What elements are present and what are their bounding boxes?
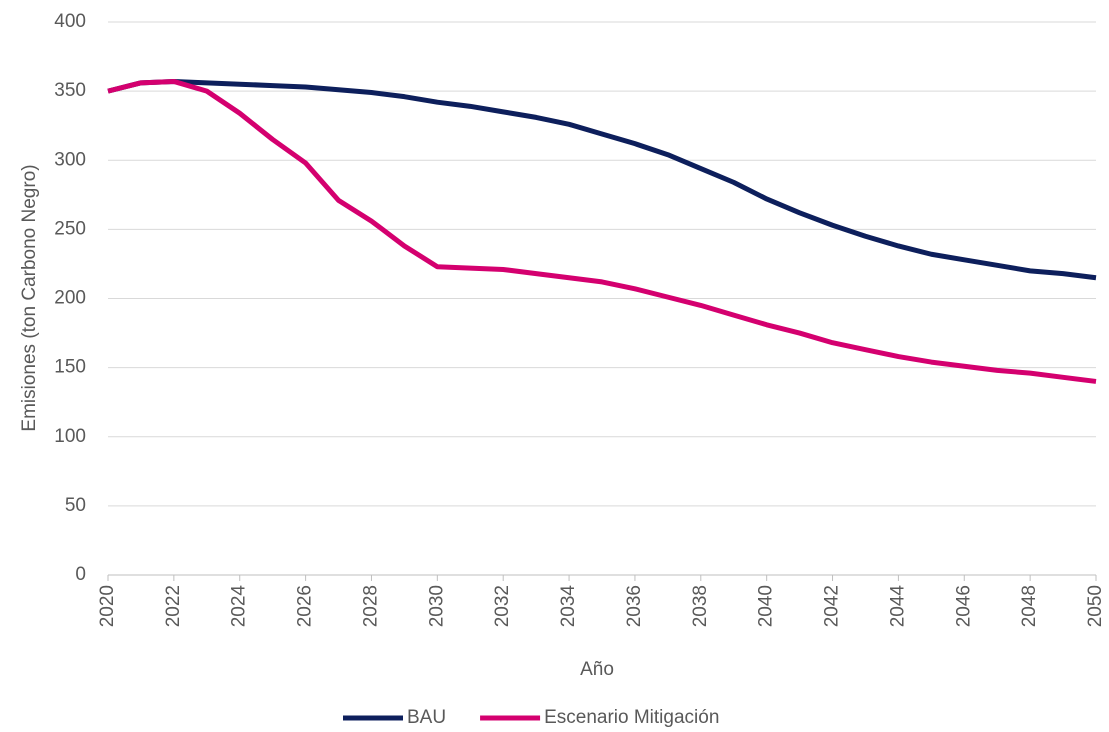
x-tick-label: 2022: [163, 585, 184, 627]
legend-label: BAU: [407, 707, 446, 728]
y-tick-label: 300: [54, 149, 86, 170]
x-tick-label: 2030: [426, 585, 447, 627]
y-tick-label: 50: [65, 495, 86, 516]
x-tick-label: 2038: [690, 585, 711, 627]
x-tick-label: 2036: [624, 585, 645, 627]
y-tick-label: 250: [54, 218, 86, 239]
y-axis-title: Emisiones (ton Carbono Negro): [19, 164, 40, 431]
x-tick-label: 2040: [756, 585, 777, 627]
x-tick-label: 2050: [1085, 585, 1106, 627]
x-tick-label: 2044: [887, 585, 908, 628]
y-tick-label: 200: [54, 288, 86, 309]
x-tick-label: 2028: [360, 585, 381, 627]
x-tick-label: 2046: [953, 585, 974, 627]
y-tick-label: 150: [54, 357, 86, 378]
y-tick-label: 350: [54, 80, 86, 101]
x-tick-label: 2026: [295, 585, 316, 627]
legend-label: Escenario Mitigación: [544, 707, 719, 728]
x-tick-label: 2042: [822, 585, 843, 627]
x-tick-label: 2020: [97, 585, 118, 627]
y-tick-label: 100: [54, 426, 86, 447]
x-tick-label: 2034: [558, 585, 579, 628]
x-tick-label: 2048: [1019, 585, 1040, 627]
line: [107, 78, 1097, 384]
x-axis-title: Año: [580, 659, 614, 680]
y-tick-label: 400: [54, 11, 86, 32]
y-tick-label: 0: [75, 564, 86, 585]
x-tick-label: 2032: [492, 585, 513, 627]
line: [107, 78, 1097, 281]
x-tick-label: 2024: [229, 585, 250, 628]
